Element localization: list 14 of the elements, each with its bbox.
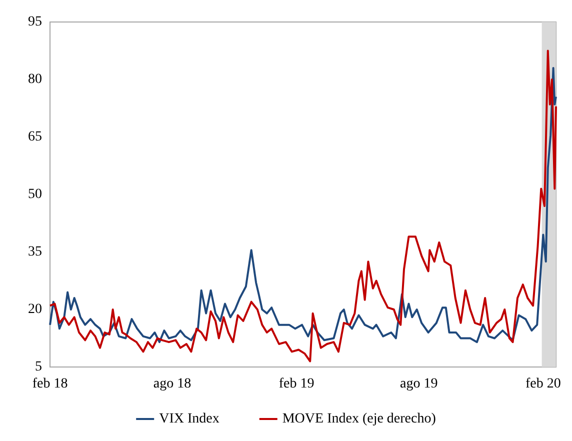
- y-tick-label: 50: [28, 187, 42, 202]
- x-tick-label: feb 20: [525, 376, 561, 392]
- y-tick-label: 35: [28, 244, 42, 260]
- y-tick-label: 80: [28, 72, 42, 87]
- legend-label: VIX Index: [159, 412, 220, 426]
- y-tick-label: 95: [28, 14, 42, 30]
- y-tick-label: 5: [35, 360, 42, 374]
- x-tick-label: feb 18: [32, 376, 68, 392]
- x-tick-label: ago 18: [153, 376, 192, 392]
- y-tick-label: 20: [28, 302, 42, 317]
- x-tick-label: ago 19: [400, 376, 438, 392]
- y-tick-label: 65: [28, 130, 42, 144]
- x-tick-label: feb 19: [278, 376, 314, 392]
- legend-label: MOVE Index (eje derecho): [282, 412, 436, 426]
